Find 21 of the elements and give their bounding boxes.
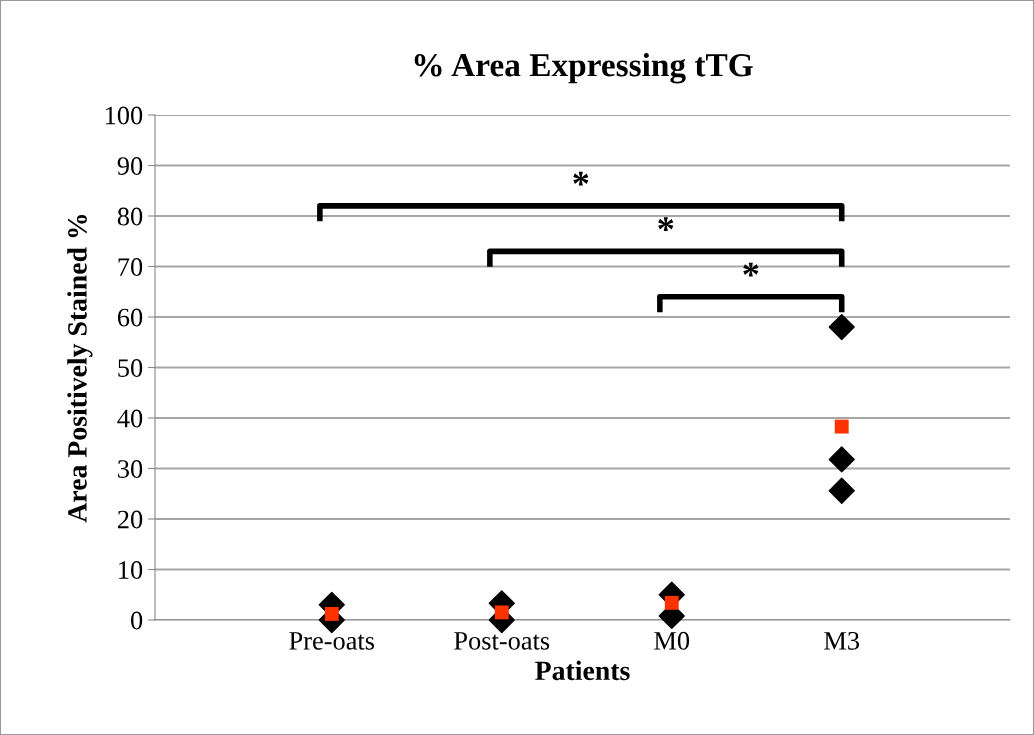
annotation: * [573,171,589,186]
y-tick-label: 70 [118,258,143,276]
x-tick-label: M3 [824,631,860,650]
annotation: * [743,262,759,277]
x-tick-label: M0 [654,631,690,650]
y-axis-title: Area Positively Stained % [67,214,93,523]
y-tick-label: 40 [117,409,143,428]
y-tick-label: 50 [118,359,143,377]
y-tick-label: 80 [117,207,143,226]
chart-title: % Area Expressing tTG [414,52,753,84]
y-tick-label: 60 [117,308,143,327]
y-tick-label: 10 [119,561,143,579]
y-tick-label: 100 [105,106,143,125]
x-tick-label: Post-oats [454,632,550,650]
y-tick-label: 0 [131,611,143,630]
annotation: * [658,217,674,231]
y-tick-label: 90 [117,157,143,175]
x-tick-label: Pre-oats [289,632,375,650]
x-axis-title: Patients [535,660,630,681]
y-tick-label: 30 [118,460,143,478]
y-tick-label: 20 [117,510,143,529]
